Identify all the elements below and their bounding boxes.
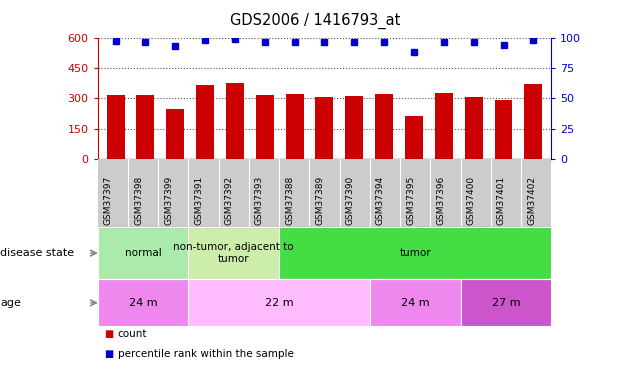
Text: 27 m: 27 m [491,298,520,308]
Text: 24 m: 24 m [401,298,430,308]
Text: percentile rank within the sample: percentile rank within the sample [118,350,294,359]
Text: GSM37393: GSM37393 [255,176,264,225]
Text: GSM37397: GSM37397 [104,176,113,225]
Text: GSM37395: GSM37395 [406,176,415,225]
Text: GSM37390: GSM37390 [346,176,355,225]
Bar [375,94,393,159]
Bar [106,95,125,159]
Text: GSM37392: GSM37392 [225,176,234,225]
Bar [316,98,333,159]
Text: 22 m: 22 m [265,298,294,308]
Text: GSM37394: GSM37394 [376,176,385,225]
Text: GSM37389: GSM37389 [316,176,324,225]
Bar [435,93,453,159]
Text: GSM37391: GSM37391 [195,176,203,225]
Text: GSM37402: GSM37402 [527,176,536,225]
Text: count: count [118,329,147,339]
Bar [256,95,273,159]
Bar [405,116,423,159]
Text: ■: ■ [104,350,113,359]
Text: disease state: disease state [0,248,74,258]
Text: GSM37398: GSM37398 [134,176,143,225]
Bar [166,109,184,159]
Bar [495,100,512,159]
Text: GSM37400: GSM37400 [467,176,476,225]
Text: normal: normal [125,248,161,258]
Bar [465,98,483,159]
Text: age: age [0,298,21,308]
Bar [196,85,214,159]
Text: GSM37399: GSM37399 [164,176,173,225]
Text: non-tumor, adjacent to
tumor: non-tumor, adjacent to tumor [173,242,294,264]
Text: GSM37401: GSM37401 [497,176,506,225]
Bar [345,96,364,159]
Bar [524,84,542,159]
Text: tumor: tumor [399,248,431,258]
Text: GSM37388: GSM37388 [285,176,294,225]
Bar [226,83,244,159]
Bar [137,95,154,159]
Text: GDS2006 / 1416793_at: GDS2006 / 1416793_at [230,13,400,29]
Text: 24 m: 24 m [129,298,158,308]
Bar [285,94,304,159]
Text: GSM37396: GSM37396 [437,176,445,225]
Text: ■: ■ [104,329,113,339]
